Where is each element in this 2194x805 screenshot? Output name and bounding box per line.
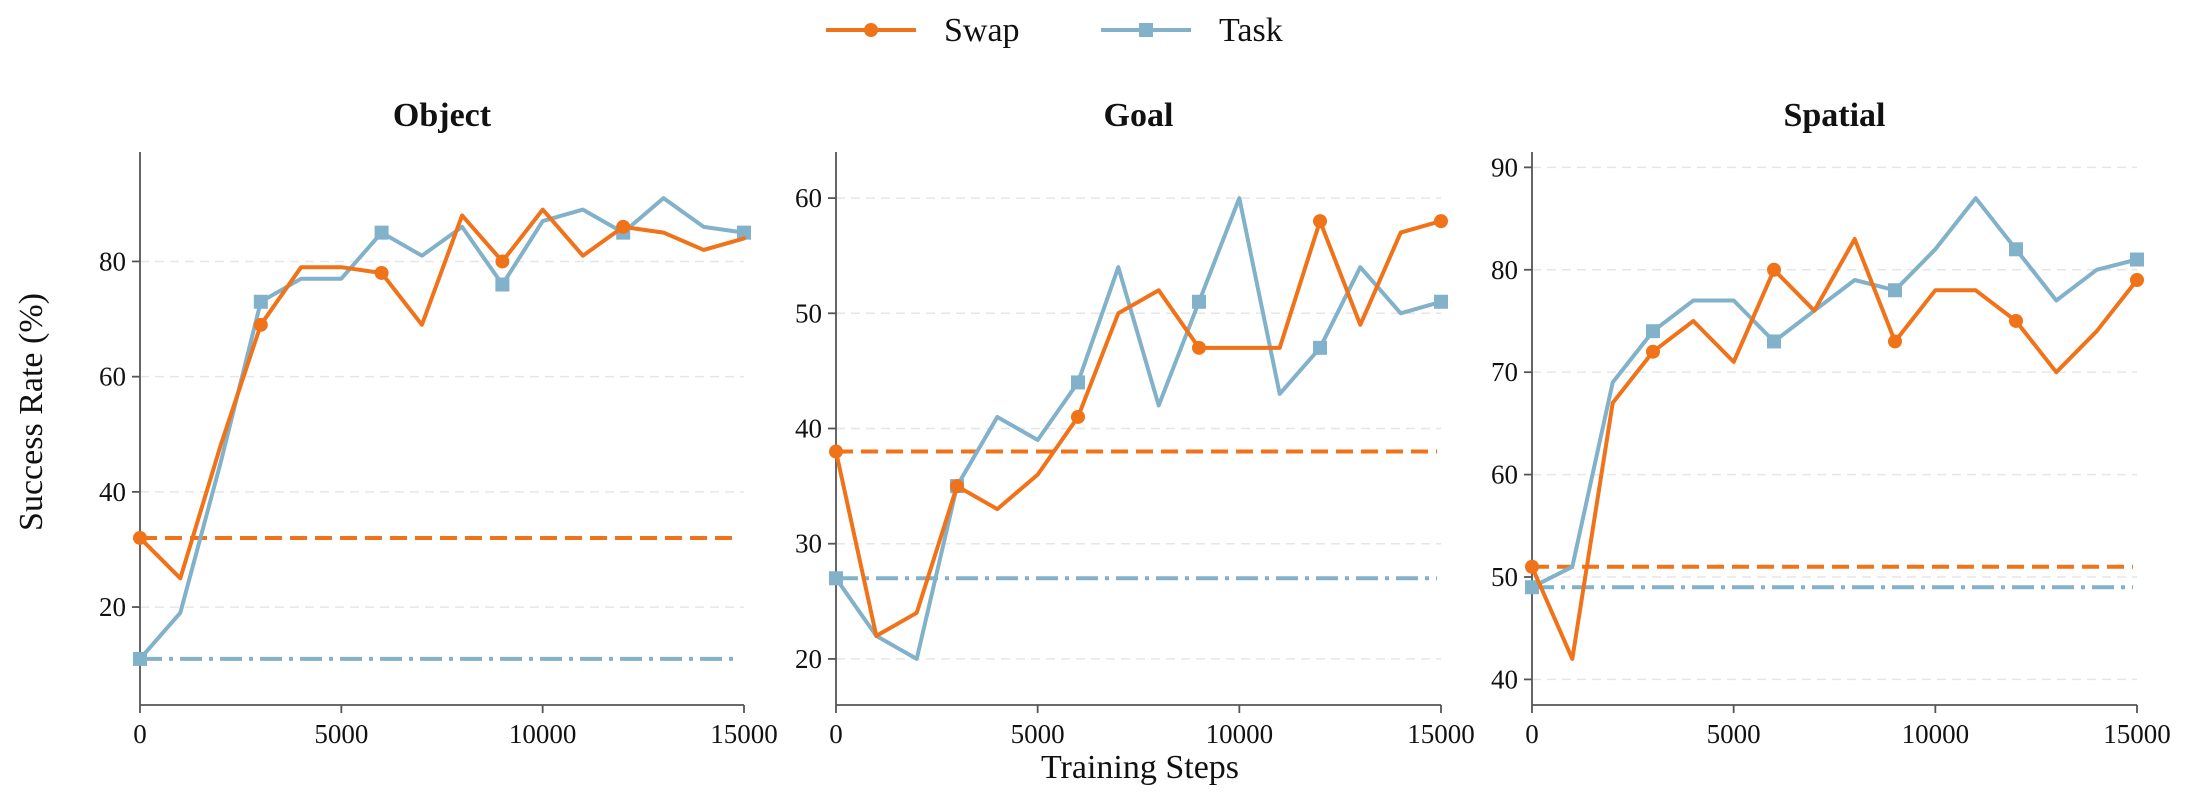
data-point-spatial-task-9000 [1888,283,1902,298]
data-point-goal-swap-6000 [1071,409,1085,424]
series-line-spatial-task [1530,196,2139,590]
x-tick-label-goal-10000: 10000 [1206,719,1274,749]
series-line-goal-swap [834,219,1443,638]
y-tick-label-goal-40: 40 [795,414,822,444]
y-tick-label-object-20: 20 [99,592,126,622]
panel-title-goal: Goal [1104,97,1174,134]
data-point-object-swap-0 [133,530,147,545]
panel-goal: Goal 20 30 40 50 60 0 5000 10000 15000 [795,97,1475,749]
y-tick-label-spatial-50: 50 [1491,562,1518,592]
legend-marker-task [1139,23,1153,37]
x-tick-label-spatial-5000: 5000 [1707,719,1761,749]
series-line-goal-task [834,196,1443,661]
y-tick-label-spatial-60: 60 [1491,460,1518,490]
y-tick-label-object-60: 60 [99,362,126,392]
x-tick-label-spatial-0: 0 [1525,719,1539,749]
data-point-object-swap-6000 [374,265,389,280]
data-point-object-task-15000 [737,225,751,240]
panel-spatial: Spatial 40 50 60 70 80 90 0 5000 10000 15000 [1491,97,2171,749]
y-tick-label-spatial-80: 80 [1491,255,1518,285]
data-point-goal-task-0 [829,571,843,586]
data-point-object-swap-9000 [495,254,510,269]
x-tick-label-goal-0: 0 [829,719,843,749]
data-point-object-task-9000 [495,277,510,292]
legend-item-task: Task [1101,12,1283,49]
legend-item-swap: Swap [826,12,1020,49]
data-point-object-task-0 [133,651,147,666]
data-point-object-swap-12000 [616,219,631,234]
x-axis-title: Training Steps [1041,749,1239,786]
data-point-goal-task-12000 [1313,340,1327,355]
legend-label-task: Task [1219,12,1283,49]
series-line-object-swap [138,207,746,581]
x-tick-label-object-5000: 5000 [314,719,368,749]
panel-title-object: Object [393,97,492,134]
y-tick-label-goal-50: 50 [795,298,822,328]
data-point-spatial-swap-15000 [2130,273,2144,288]
data-point-spatial-swap-12000 [2009,313,2023,328]
y-axis-title: Success Rate (%) [13,293,50,531]
y-tick-label-goal-20: 20 [795,644,822,674]
legend: Swap Task [826,12,1283,49]
data-point-spatial-task-6000 [1767,334,1781,349]
y-tick-label-spatial-70: 70 [1491,357,1518,387]
data-point-object-swap-3000 [253,317,268,332]
legend-label-swap: Swap [944,12,1020,49]
y-tick-label-goal-30: 30 [795,529,822,559]
x-tick-label-object-15000: 15000 [710,719,778,749]
data-point-goal-swap-3000 [950,479,964,494]
data-point-goal-swap-0 [829,444,843,459]
x-tick-label-goal-5000: 5000 [1011,719,1065,749]
data-point-object-task-6000 [374,225,389,240]
y-tick-label-goal-60: 60 [795,183,822,213]
data-point-spatial-swap-3000 [1646,344,1660,359]
x-tick-label-spatial-10000: 10000 [1902,719,1970,749]
data-point-spatial-task-3000 [1646,324,1660,339]
x-tick-label-object-0: 0 [133,719,147,749]
y-tick-label-object-80: 80 [99,246,126,276]
data-point-goal-swap-15000 [1434,214,1448,229]
data-point-spatial-swap-9000 [1888,334,1902,349]
data-point-spatial-task-0 [1525,580,1539,595]
x-tick-label-object-10000: 10000 [509,719,577,749]
series-line-spatial-swap [1530,237,2139,661]
y-tick-label-spatial-90: 90 [1491,152,1518,182]
data-point-spatial-task-15000 [2130,252,2144,267]
data-point-goal-task-15000 [1434,294,1448,309]
panel-object: Object 20 40 60 80 0 5000 10000 15000 [99,97,778,749]
data-point-goal-task-9000 [1192,294,1206,309]
data-point-spatial-swap-6000 [1767,262,1781,277]
data-point-goal-swap-12000 [1313,214,1327,229]
x-tick-label-spatial-15000: 15000 [2103,719,2171,749]
data-point-goal-task-6000 [1071,375,1085,390]
y-tick-label-object-40: 40 [99,477,126,507]
data-point-goal-swap-9000 [1192,340,1206,355]
legend-marker-swap [864,23,878,37]
data-point-object-task-3000 [253,294,268,309]
data-point-spatial-task-12000 [2009,242,2023,257]
data-point-spatial-swap-0 [1525,559,1539,574]
y-tick-label-spatial-40: 40 [1491,664,1518,694]
x-tick-label-goal-15000: 15000 [1407,719,1475,749]
panel-title-spatial: Spatial [1783,97,1885,134]
